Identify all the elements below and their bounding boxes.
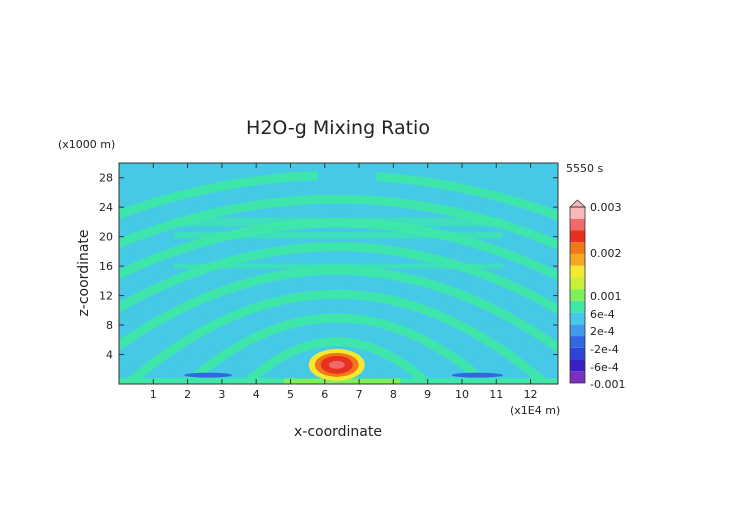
x-tick-label: 10 bbox=[455, 388, 469, 401]
surface-core bbox=[283, 378, 401, 384]
y-tick-label: 12 bbox=[99, 290, 113, 303]
colorbar-swatch bbox=[570, 277, 585, 290]
chart-title: H2O-g Mixing Ratio bbox=[246, 117, 430, 139]
x-tick-label: 9 bbox=[424, 388, 431, 401]
x-tick-label: 8 bbox=[390, 388, 397, 401]
layer-band bbox=[173, 217, 504, 227]
colorbar-label: 0.002 bbox=[590, 247, 622, 260]
colorbar-label: -2e-4 bbox=[590, 343, 619, 356]
colorbar-swatch bbox=[570, 289, 585, 301]
x-axis-label: x-coordinate bbox=[294, 424, 382, 440]
y-tick-label: 24 bbox=[99, 201, 113, 214]
colorbar-label: 6e-4 bbox=[590, 308, 615, 321]
plot-area bbox=[119, 163, 558, 384]
y-tick-label: 4 bbox=[106, 349, 113, 362]
colorbar: 0.003 0.002 0.001 6e-4 2e-4 -2e-4 -6e-4 -0.001 bbox=[568, 199, 625, 391]
low-streak bbox=[451, 372, 504, 378]
colorbar-label: 0.003 bbox=[590, 201, 622, 214]
y-axis: 4 8 12 16 20 24 28 bbox=[99, 172, 558, 362]
colorbar-swatch bbox=[570, 253, 585, 266]
wave-band bbox=[119, 206, 558, 266]
wave-band bbox=[124, 289, 549, 384]
colorbar-label: 0.001 bbox=[590, 290, 622, 303]
wave-band bbox=[119, 242, 558, 315]
colorbar-swatch bbox=[570, 359, 585, 372]
wave-band bbox=[119, 182, 558, 235]
colorbar-swatch bbox=[570, 242, 585, 254]
colorbar-label: -6e-4 bbox=[590, 361, 619, 374]
x-tick-label: 7 bbox=[356, 388, 363, 401]
colorbar-swatch bbox=[570, 336, 585, 348]
y-tick-label: 20 bbox=[99, 231, 113, 244]
x-unit-label: (x1E4 m) bbox=[510, 404, 560, 417]
plot-frame bbox=[118, 162, 559, 385]
top-region bbox=[317, 164, 377, 187]
wave-band bbox=[119, 254, 558, 334]
x-axis: 1 2 3 4 5 6 7 8 9 10 11 12 bbox=[150, 163, 538, 401]
y-unit-label: (x1000 m) bbox=[58, 138, 115, 151]
low-streak bbox=[184, 372, 233, 378]
wave-band bbox=[242, 337, 432, 384]
colorbar-swatch bbox=[570, 218, 585, 231]
y-tick-label: 16 bbox=[99, 260, 113, 273]
colorbar-swatch bbox=[570, 207, 585, 219]
colorbar-swatch bbox=[570, 371, 585, 383]
colorbar-swatch bbox=[570, 347, 585, 360]
y-tick-label: 8 bbox=[106, 319, 113, 332]
wave-band bbox=[183, 313, 491, 384]
x-tick-label: 6 bbox=[321, 388, 328, 401]
layer-band bbox=[173, 263, 504, 269]
colorbar-frame bbox=[569, 206, 586, 384]
colorbar-extend-arrow bbox=[568, 199, 587, 208]
y-axis-label: z-coordinate bbox=[76, 229, 92, 316]
field-bands bbox=[119, 164, 558, 384]
wave-band bbox=[154, 301, 520, 384]
colorbar-label: 2e-4 bbox=[590, 325, 615, 338]
wave-band bbox=[119, 277, 558, 376]
y-tick-label: 28 bbox=[99, 172, 113, 185]
wave-band bbox=[212, 325, 461, 384]
colorbar-label: -0.001 bbox=[590, 378, 625, 391]
colorbar-swatch bbox=[570, 230, 585, 243]
x-tick-label: 3 bbox=[218, 388, 225, 401]
moisture-core bbox=[328, 360, 345, 369]
time-label: 5550 s bbox=[566, 162, 603, 175]
x-tick-label: 5 bbox=[287, 388, 294, 401]
colorbar-swatch bbox=[570, 312, 585, 325]
x-tick-label: 4 bbox=[253, 388, 260, 401]
colorbar-swatch bbox=[570, 324, 585, 337]
wave-band bbox=[119, 265, 558, 354]
layer-band bbox=[173, 231, 504, 239]
x-tick-label: 12 bbox=[524, 388, 538, 401]
x-tick-label: 11 bbox=[489, 388, 503, 401]
colorbar-swatch bbox=[570, 265, 585, 278]
x-tick-label: 2 bbox=[184, 388, 191, 401]
x-tick-label: 1 bbox=[150, 388, 157, 401]
colorbar-swatch bbox=[570, 300, 585, 313]
wave-band bbox=[119, 194, 558, 250]
